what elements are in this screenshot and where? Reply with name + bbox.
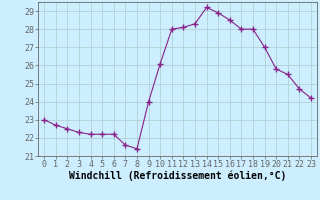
X-axis label: Windchill (Refroidissement éolien,°C): Windchill (Refroidissement éolien,°C) — [69, 171, 286, 181]
